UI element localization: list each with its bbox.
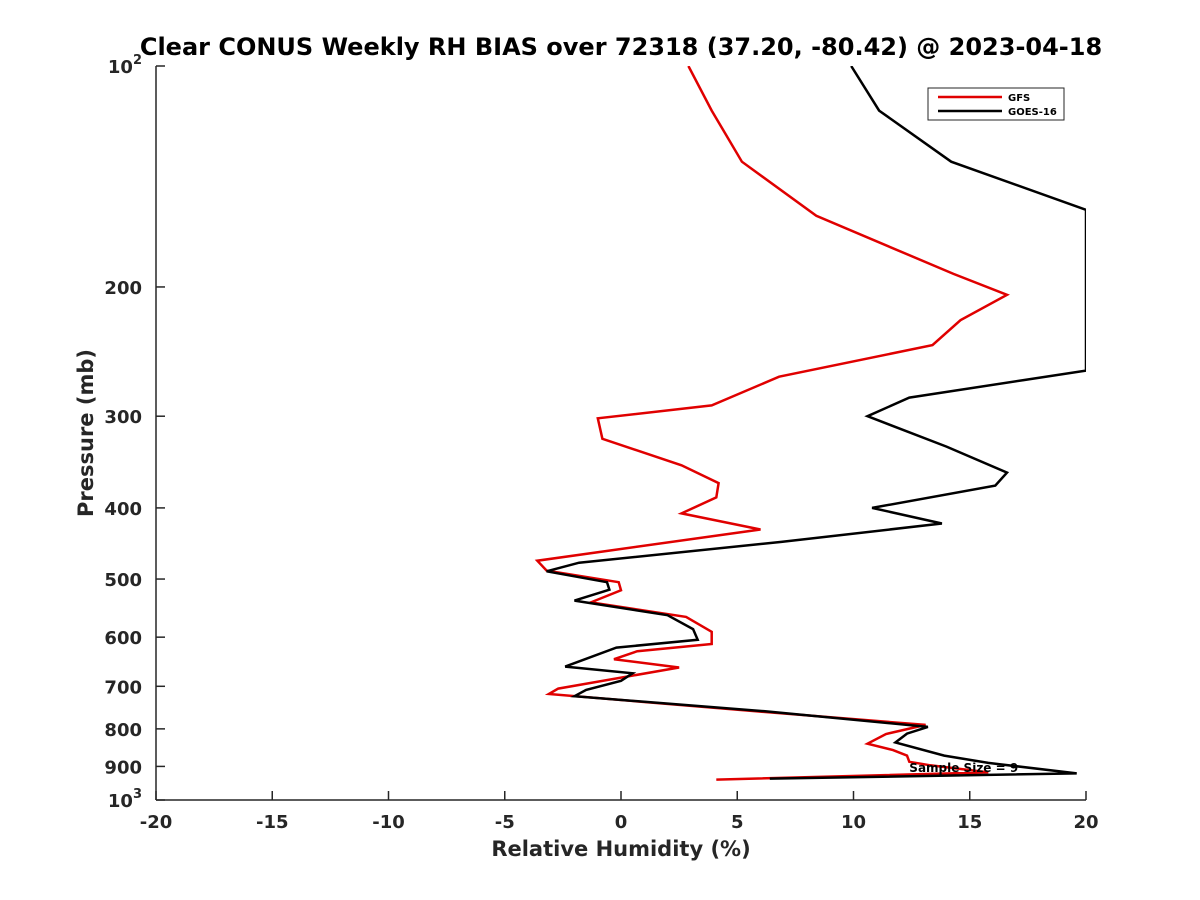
x-tick-label: -15 <box>256 812 289 833</box>
sample-size-annotation: Sample Size = 9 <box>909 761 1018 775</box>
legend-label-goes-16: GOES-16 <box>1008 107 1057 118</box>
y-tick-label: 900 <box>104 757 142 778</box>
x-tick-label: -10 <box>372 812 405 833</box>
y-axis-label: Pressure (mb) <box>74 349 98 517</box>
plot-area: -20 -15 -10 -5 0 5 10 15 20 200 300 400 500 600 700 80… <box>104 53 1098 833</box>
x-tick-label: -5 <box>495 812 515 833</box>
series-line-gfs <box>534 66 1010 781</box>
y-tick-label: 300 <box>104 407 142 428</box>
series-line-goes-16 <box>546 66 1086 780</box>
y-tick-label-bottom: 103 <box>108 787 142 812</box>
legend: GFS GOES-16 <box>927 87 1065 121</box>
chart-title: Clear CONUS Weekly RH BIAS over 72318 (3… <box>140 33 1102 61</box>
y-tick-label: 400 <box>104 499 142 520</box>
x-tick-label: 15 <box>957 812 982 833</box>
y-axis-ticks: 200 300 400 500 600 700 800 900 102 103 <box>104 53 165 812</box>
y-tick-label: 500 <box>104 570 142 591</box>
series-layer <box>534 66 1086 781</box>
legend-label-gfs: GFS <box>1008 93 1030 104</box>
x-tick-label: 0 <box>615 812 628 833</box>
x-axis-ticks: -20 -15 -10 -5 0 5 10 15 20 <box>140 791 1099 833</box>
y-tick-label: 800 <box>104 720 142 741</box>
x-tick-label: -20 <box>140 812 173 833</box>
y-tick-label: 600 <box>104 628 142 649</box>
x-tick-label: 20 <box>1073 812 1098 833</box>
x-tick-label: 10 <box>841 812 866 833</box>
legend-box <box>927 87 1065 121</box>
x-tick-label: 5 <box>731 812 744 833</box>
y-tick-label-top: 102 <box>108 53 142 78</box>
x-axis-label: Relative Humidity (%) <box>491 837 750 861</box>
y-tick-label: 200 <box>104 278 142 299</box>
y-tick-label: 700 <box>104 677 142 698</box>
